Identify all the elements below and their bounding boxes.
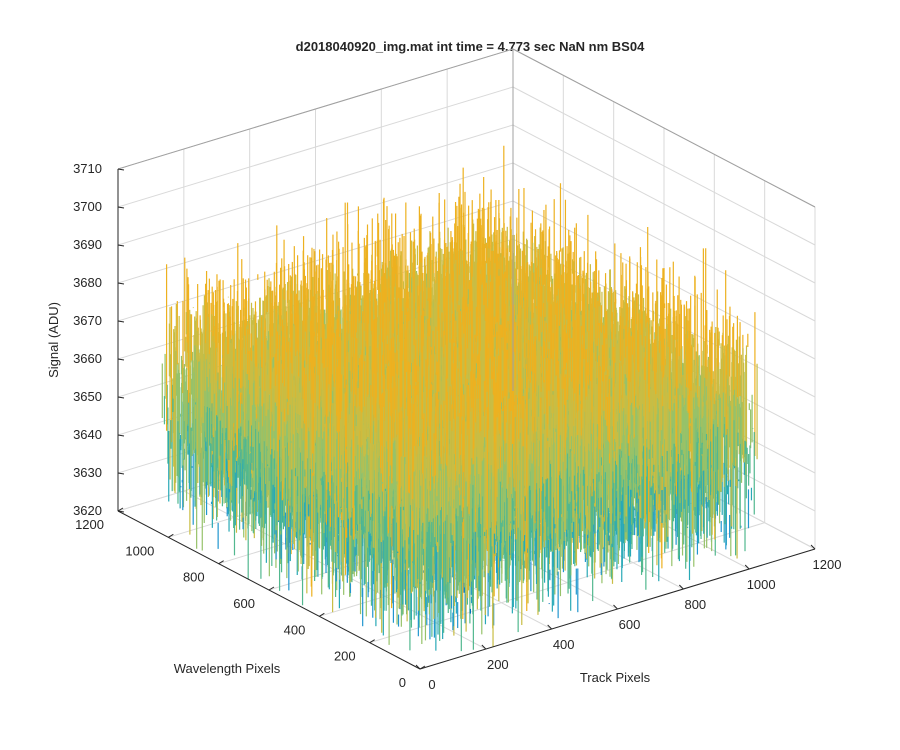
surface-plot <box>161 145 758 652</box>
chart-title: d2018040920_img.mat int time = 4.773 sec… <box>296 39 645 54</box>
